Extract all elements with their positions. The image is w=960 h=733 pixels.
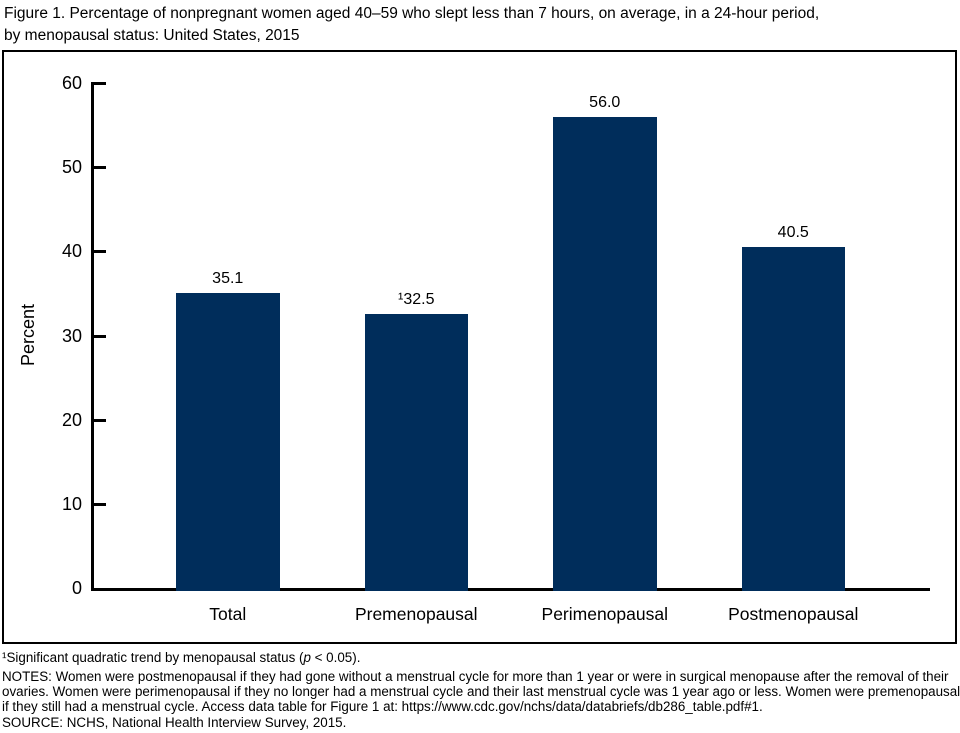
- figure-notes-line-2: ovaries. Women were perimenopausal if th…: [2, 684, 960, 699]
- y-tick-mark: [91, 166, 106, 169]
- figure-source: SOURCE: NCHS, National Health Interview …: [2, 715, 347, 730]
- footnote-significance-tail: < 0.05).: [310, 650, 361, 665]
- y-tick-label: 30: [61, 326, 82, 346]
- bar-perimenopausal: [553, 116, 657, 591]
- y-tick-mark: [91, 419, 106, 422]
- y-tick-label: 0: [71, 578, 82, 598]
- footnotes: ¹Significant quadratic trend by menopaus…: [2, 650, 960, 730]
- y-tick-label: 20: [61, 410, 82, 430]
- y-tick-label: 40: [61, 241, 82, 261]
- x-category-label-perimenopausal: Perimenopausal: [541, 604, 668, 624]
- x-category-label-total: Total: [209, 604, 247, 624]
- bar-premenopausal: [364, 314, 468, 591]
- footnote-p-symbol: p: [303, 650, 311, 665]
- figure-title: Figure 1. Percentage of nonpregnant wome…: [4, 3, 819, 47]
- y-tick-mark: [91, 250, 106, 253]
- y-axis-title: Percent: [18, 303, 38, 367]
- figure-title-line-2: by menopausal status: United States, 201…: [4, 27, 300, 44]
- y-tick-mark: [91, 335, 106, 338]
- y-tick-mark: [91, 82, 106, 85]
- y-tick-label: 60: [61, 73, 82, 93]
- y-tick-label: 10: [61, 494, 82, 514]
- x-category-label-postmenopausal: Postmenopausal: [728, 604, 859, 624]
- x-category-label-premenopausal: Premenopausal: [354, 604, 478, 624]
- footnote-significance: ¹Significant quadratic trend by menopaus…: [2, 650, 959, 665]
- figure-title-line-1: Figure 1. Percentage of nonpregnant wome…: [4, 5, 820, 22]
- bar-total: [176, 292, 280, 591]
- y-tick-label: 50: [61, 157, 82, 177]
- bar-value-label-premenopausal: ¹32.5: [398, 291, 435, 309]
- bar-value-label-total: 35.1: [212, 269, 244, 287]
- bar-value-label-postmenopausal: 40.5: [777, 224, 809, 242]
- chart-frame: 0 10 20 30 40 50 60 35.1 Total ¹32.5 Premenopausa…: [2, 50, 957, 644]
- figure-notes-line-1: NOTES: Women were postmenopausal if they…: [2, 669, 949, 684]
- footnote-significance-text: ¹Significant quadratic trend by menopaus…: [2, 650, 304, 665]
- bar-value-label-perimenopausal: 56.0: [589, 93, 621, 111]
- bar-postmenopausal: [741, 247, 845, 591]
- x-axis-line: [91, 588, 930, 591]
- y-tick-mark: [91, 503, 106, 506]
- figure-notes-line-3: if they still had a menstrual cycle. Acc…: [2, 699, 763, 714]
